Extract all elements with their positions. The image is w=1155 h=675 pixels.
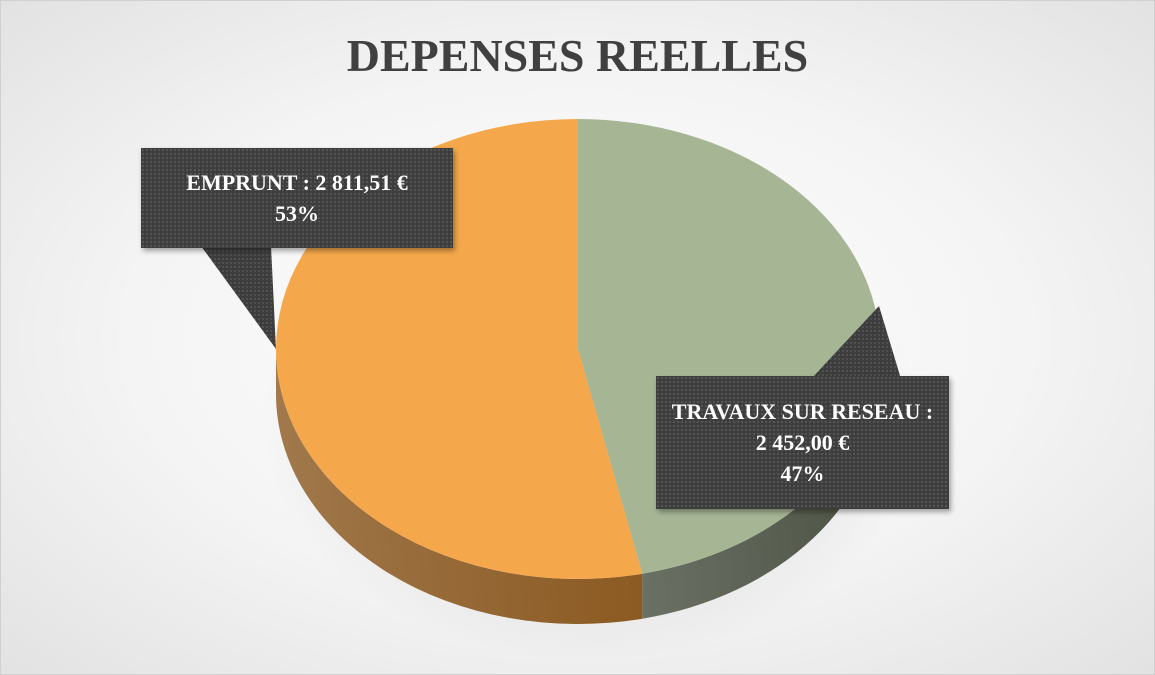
value-label: 2 811,51 € — [315, 170, 408, 195]
separator: : — [920, 399, 934, 424]
separator: : — [297, 170, 316, 195]
value-label: 2 452,00 € — [755, 430, 850, 455]
chart-title: DEPENSES REELLES — [346, 30, 809, 81]
category-label: TRAVAUX SUR RESEAU — [671, 399, 921, 424]
slice-side — [276, 349, 643, 625]
callout-pointer — [201, 246, 276, 349]
category-label: EMPRUNT — [186, 170, 298, 195]
percent-label: 53% — [275, 201, 319, 226]
data-label: EMPRUNT : 2 811,51 € 53% — [141, 148, 453, 248]
callout-pointer — [811, 306, 901, 379]
data-label: TRAVAUX SUR RESEAU : 2 452,00 € 47% — [656, 376, 949, 509]
percent-label: 47% — [780, 461, 825, 486]
